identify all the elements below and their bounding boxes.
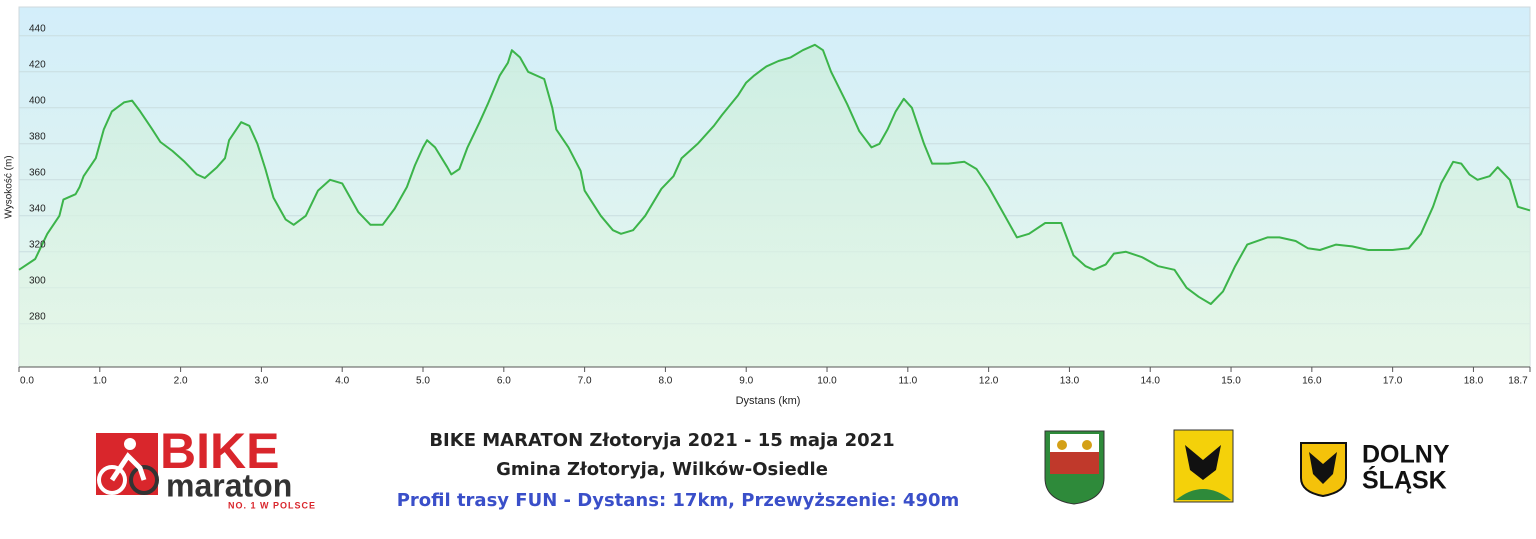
hills	[1176, 489, 1231, 500]
y-tick-label: 380	[29, 131, 46, 142]
caption-line: Gmina Złotoryja, Wilków-Osiedle	[496, 459, 828, 480]
x-tick-label: 9.0	[739, 376, 753, 387]
shield-figure	[1057, 440, 1067, 450]
caption-line: Profil trasy FUN - Dystans: 17km, Przewy…	[397, 490, 960, 511]
y-tick-label: 420	[29, 59, 46, 70]
x-tick-label: 1.0	[93, 376, 107, 387]
x-tick-label: 11.0	[898, 376, 917, 387]
x-tick-label: 14.0	[1140, 376, 1160, 387]
shield-figure	[1082, 440, 1092, 450]
y-tick-label: 280	[29, 311, 46, 322]
logo-rider	[109, 452, 147, 482]
eagle	[1309, 452, 1337, 484]
coat-of-arms-county	[1173, 429, 1234, 503]
logo-word: maraton	[166, 467, 292, 503]
eagle	[1185, 445, 1221, 480]
x-tick-label: 15.0	[1221, 376, 1241, 387]
logo-brand: BIKE	[160, 423, 279, 479]
x-tick-label: 16.0	[1302, 376, 1322, 387]
x-tick-label: 13.0	[1060, 376, 1080, 387]
y-tick-label: 300	[29, 275, 46, 286]
x-tick-label: 0.0	[20, 376, 34, 387]
x-tick-label: 3.0	[254, 376, 268, 387]
y-tick-label: 440	[29, 23, 46, 34]
y-tick-label: 320	[29, 239, 46, 250]
coat-of-arms-zlotoryja	[1044, 430, 1105, 505]
x-tick-label: 12.0	[979, 376, 999, 387]
logo-wheel	[97, 465, 127, 495]
y-tick-label: 400	[29, 95, 46, 106]
shield-wall	[1050, 452, 1099, 474]
region-name: ŚLĄSK	[1362, 465, 1447, 495]
x-tick-label: 2.0	[174, 376, 188, 387]
y-axis-label: Wysokość (m)	[4, 155, 15, 218]
x-tick-label: 5.0	[416, 376, 430, 387]
logo-head	[124, 438, 136, 450]
shield-top	[1050, 434, 1099, 452]
bike-maraton-logo: BIKE maraton NO. 1 W POLSCE	[96, 423, 316, 510]
x-axis-label: Dystans (km)	[736, 395, 801, 407]
elevation-area	[19, 44, 1530, 368]
y-tick-label: 340	[29, 203, 46, 214]
x-tick-label: 17.0	[1383, 376, 1403, 387]
x-tick-label: 7.0	[578, 376, 592, 387]
x-tick-label: 10.0	[817, 376, 837, 387]
caption-line: BIKE MARATON Złotoryja 2021 - 15 maja 20…	[429, 430, 894, 451]
x-tick-label: 6.0	[497, 376, 511, 387]
elevation-line	[18, 43, 1531, 305]
region-name: DOLNY	[1362, 441, 1450, 469]
x-tick-label: 18.7	[1508, 376, 1528, 387]
x-tick-label: 4.0	[335, 376, 349, 387]
logo-wheel	[129, 465, 159, 495]
x-tick-label: 8.0	[658, 376, 672, 387]
y-tick-label: 360	[29, 167, 46, 178]
logo-slogan: NO. 1 W POLSCE	[228, 500, 316, 510]
x-tick-label: 18.0	[1464, 376, 1484, 387]
dolny-slask-logo: DOLNY ŚLĄSK	[1300, 441, 1450, 498]
